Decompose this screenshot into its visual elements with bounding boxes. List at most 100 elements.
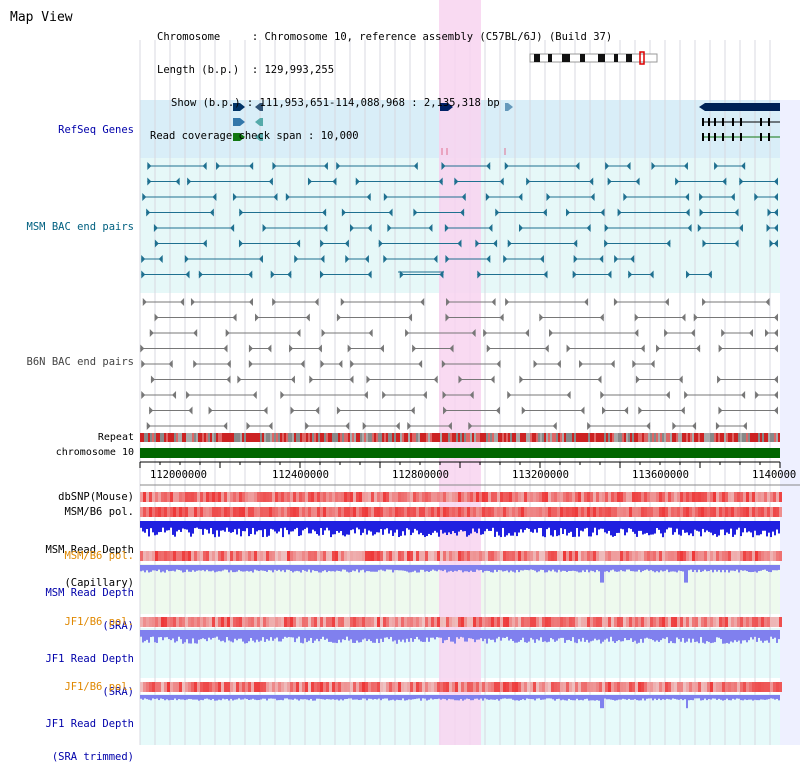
depth-bar <box>458 521 460 532</box>
depth-bar <box>240 565 242 572</box>
depth-bar <box>498 521 500 536</box>
repeat-mark <box>280 433 282 442</box>
snp-cell <box>488 682 491 692</box>
snp-cell <box>428 617 431 627</box>
depth-bar <box>760 695 762 700</box>
snp-cell <box>728 507 731 517</box>
depth-bar <box>580 695 582 700</box>
snp-cell <box>758 492 761 502</box>
snp-cell <box>158 492 161 502</box>
depth-bar <box>678 630 680 640</box>
chromosome-ideogram[interactable] <box>529 51 658 65</box>
depth-bar <box>748 630 750 641</box>
depth-bar <box>584 695 586 700</box>
depth-bar <box>168 630 170 640</box>
depth-bar <box>334 521 336 535</box>
depth-bar <box>346 521 348 535</box>
depth-bar <box>708 565 710 572</box>
depth-bar <box>414 695 416 700</box>
snp-cell <box>689 492 692 502</box>
snp-cell <box>767 682 770 692</box>
snp-cell <box>749 682 752 692</box>
depth-bar <box>392 630 394 642</box>
snp-cell <box>458 682 461 692</box>
snp-cell <box>596 551 599 561</box>
depth-bar <box>554 695 556 701</box>
track-features[interactable] <box>139 103 800 709</box>
depth-bar <box>730 521 732 529</box>
snp-cell <box>560 551 563 561</box>
depth-bar <box>532 695 534 700</box>
depth-bar <box>412 695 414 700</box>
depth-bar <box>658 695 660 699</box>
depth-bar <box>544 521 546 538</box>
depth-bar <box>694 695 696 699</box>
snp-cell <box>380 507 383 517</box>
repeat-mark <box>148 433 150 442</box>
repeat-mark <box>230 433 232 442</box>
snp-cell <box>257 617 260 627</box>
snp-cell <box>182 492 185 502</box>
snp-cell <box>170 682 173 692</box>
bac-end <box>589 177 594 186</box>
repeat-mark <box>774 433 776 442</box>
snp-cell <box>260 492 263 502</box>
repeat-mark <box>696 433 698 442</box>
map-canvas[interactable] <box>0 0 800 745</box>
snp-cell <box>698 617 701 627</box>
depth-bar <box>578 565 580 573</box>
depth-bar <box>768 565 770 572</box>
repeat-mark <box>256 433 258 442</box>
repeat-mark <box>186 433 188 442</box>
snp-cell <box>452 551 455 561</box>
bac-end <box>382 391 387 399</box>
snp-cell <box>188 551 191 561</box>
snp-cell <box>296 507 299 517</box>
repeat-mark <box>172 433 174 442</box>
depth-bar <box>246 521 248 529</box>
depth-bar <box>344 565 346 570</box>
depth-bar <box>522 565 524 571</box>
depth-bar <box>454 695 456 701</box>
depth-bar <box>364 630 366 639</box>
snp-cell <box>335 551 338 561</box>
depth-bar <box>330 630 332 642</box>
bac-end <box>525 329 530 337</box>
depth-bar <box>556 695 558 700</box>
snp-cell <box>539 551 542 561</box>
snp-cell <box>680 682 683 692</box>
depth-bar <box>168 695 170 701</box>
depth-bar <box>674 630 676 644</box>
snp-cell <box>605 682 608 692</box>
snp-cell <box>542 682 545 692</box>
snp-cell <box>377 492 380 502</box>
track-label-refseq[interactable]: RefSeq Genes <box>58 124 134 136</box>
snp-cell <box>299 617 302 627</box>
depth-bar <box>334 565 336 572</box>
depth-bar <box>180 630 182 640</box>
depth-bar <box>368 630 370 640</box>
depth-bar <box>732 695 734 699</box>
depth-bar <box>420 521 422 533</box>
depth-bar <box>402 630 404 640</box>
repeat-mark <box>184 433 186 442</box>
depth-bar <box>550 521 552 536</box>
repeat-mark <box>288 433 290 442</box>
snp-cell <box>539 492 542 502</box>
bac-end <box>344 239 349 248</box>
repeat-mark <box>488 433 490 442</box>
track-label-b6n-bac[interactable]: B6N BAC end pairs <box>26 356 134 368</box>
depth-bar <box>670 630 672 642</box>
bac-end <box>309 375 314 384</box>
depth-bar <box>214 695 216 701</box>
bac-end <box>140 344 145 353</box>
snp-cell <box>185 492 188 502</box>
track-label-msm-bac[interactable]: MSM BAC end pairs <box>26 221 134 233</box>
repeat-mark <box>484 433 486 442</box>
snp-cell <box>710 492 713 502</box>
snp-cell <box>737 617 740 627</box>
bac-end <box>586 224 591 232</box>
depth-bar <box>222 630 224 641</box>
repeat-mark <box>310 433 312 442</box>
chromosome-bar <box>140 448 780 458</box>
